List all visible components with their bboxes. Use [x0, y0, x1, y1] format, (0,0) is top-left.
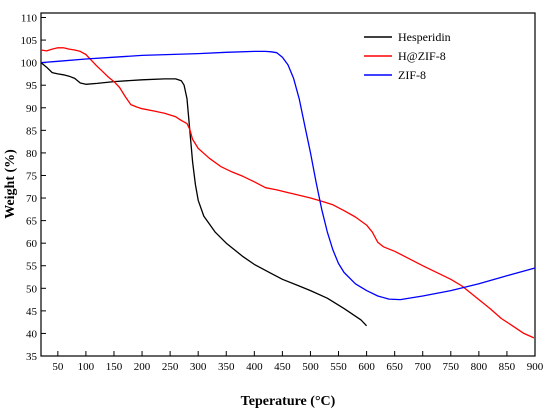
y-tick-label: 45: [26, 306, 38, 318]
y-tick-label: 110: [21, 13, 38, 25]
x-tick-label: 800: [471, 361, 488, 373]
series-line-1: [40, 47, 535, 339]
series-layer: [40, 47, 536, 339]
y-tick-label: 60: [26, 238, 38, 250]
x-tick-label: 350: [218, 361, 235, 373]
y-tick-label: 85: [26, 125, 38, 137]
y-tick-label: 70: [26, 193, 38, 205]
series-line-2: [40, 50, 536, 301]
x-tick-label: 750: [443, 361, 460, 373]
x-axis-title: Teperature (°C): [241, 394, 336, 409]
legend-label-1: H@ZIF-8: [398, 49, 446, 63]
x-tick-label: 400: [246, 361, 263, 373]
y-tick-label: 55: [26, 261, 38, 273]
y-tick-label: 35: [26, 351, 38, 363]
axis-ticks: 50 100 150 200 250 300 350 400 450 500 550 600 650 70…: [21, 13, 544, 373]
legend-label-2: ZIF-8: [398, 68, 426, 82]
y-tick-label: 40: [26, 328, 38, 340]
plot-frame: [40, 12, 536, 357]
x-tick-label: 900: [527, 361, 544, 373]
legend-label-0: Hesperidin: [398, 30, 451, 44]
legend: Hesperidin H@ZIF-8 ZIF-8: [364, 30, 451, 82]
series-line-0: [40, 62, 368, 327]
x-tick-label: 550: [330, 361, 347, 373]
x-tick-label: 300: [190, 361, 207, 373]
y-tick-label: 75: [26, 170, 38, 182]
y-tick-label: 90: [26, 103, 38, 115]
x-tick-label: 200: [134, 361, 151, 373]
x-tick-label: 500: [302, 361, 319, 373]
x-tick-label: 600: [358, 361, 375, 373]
y-tick-label: 105: [21, 35, 38, 47]
x-tick-label: 850: [499, 361, 516, 373]
x-tick-label: 150: [106, 361, 123, 373]
y-tick-label: 65: [26, 216, 38, 228]
y-tick-label: 100: [21, 58, 38, 70]
x-tick-label: 450: [274, 361, 291, 373]
x-tick-label: 250: [162, 361, 179, 373]
y-tick-label: 95: [26, 80, 38, 92]
y-axis-title: Weight (%): [3, 149, 18, 219]
x-tick-label: 650: [386, 361, 403, 373]
x-tick-label: 100: [78, 361, 95, 373]
x-tick-label: 50: [52, 361, 64, 373]
x-tick-label: 700: [414, 361, 431, 373]
y-tick-label: 80: [26, 148, 38, 160]
y-tick-label: 50: [26, 283, 38, 295]
